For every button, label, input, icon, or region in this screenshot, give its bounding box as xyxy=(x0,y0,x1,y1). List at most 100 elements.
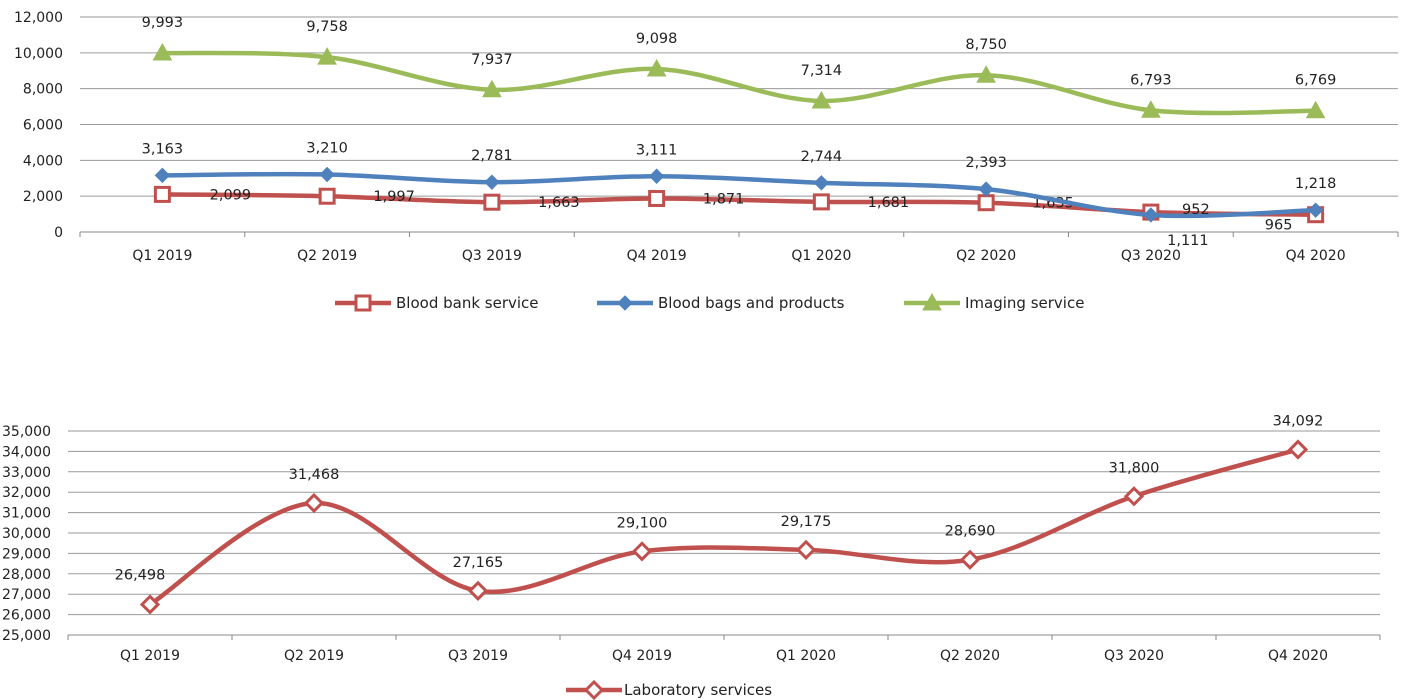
data-point xyxy=(1307,202,1324,218)
x-tick-label: Q1 2020 xyxy=(791,248,851,264)
data-label: 3,163 xyxy=(142,141,184,157)
data-point xyxy=(646,58,667,77)
y-tick-label: 8,000 xyxy=(23,82,63,98)
legend-label: Blood bags and products xyxy=(658,294,845,312)
data-label: 1,663 xyxy=(538,195,580,211)
data-point xyxy=(1143,207,1159,223)
data-point xyxy=(631,541,653,562)
chart-2: 25,000 26,000 27,000 28,000 29,000 30,000 31,0… xyxy=(2,414,1381,700)
y-tick-label: 31,000 xyxy=(2,506,51,522)
data-label: 1,111 xyxy=(1167,233,1209,249)
legend-label: Imaging service xyxy=(965,294,1084,312)
legend-item: Blood bags and products xyxy=(597,294,845,312)
data-label: 9,758 xyxy=(306,19,348,35)
data-label: 6,769 xyxy=(1295,73,1337,89)
x-tick-label: Q2 2020 xyxy=(956,248,1016,264)
y-tick-label: 27,000 xyxy=(2,587,51,603)
legend: Laboratory services xyxy=(566,679,772,700)
gridlines xyxy=(68,430,1380,636)
y-tick-label: 0 xyxy=(54,225,63,241)
data-label: 1,871 xyxy=(703,191,745,207)
legend-swatch-marker xyxy=(583,679,605,700)
x-tick-label: Q4 2019 xyxy=(612,648,672,664)
y-tick-label: 2,000 xyxy=(23,189,63,205)
data-point xyxy=(152,42,173,61)
y-tick-label: 30,000 xyxy=(2,526,51,542)
x-tick-label: Q4 2020 xyxy=(1268,648,1328,664)
data-label: 1,681 xyxy=(868,195,910,211)
data-label: 3,111 xyxy=(636,142,678,158)
data-label: 965 xyxy=(1265,218,1293,234)
data-label: 952 xyxy=(1182,202,1210,218)
x-tick-label: Q4 2019 xyxy=(627,248,687,264)
x-tick-label: Q3 2019 xyxy=(462,248,522,264)
data-point xyxy=(795,539,817,560)
data-label: 29,175 xyxy=(781,514,832,530)
data-label: 7,937 xyxy=(471,52,513,68)
data-label: 2,744 xyxy=(801,149,843,165)
legend-item: Blood bank service xyxy=(335,294,539,312)
data-label: 34,092 xyxy=(1273,414,1324,430)
data-label: 31,468 xyxy=(289,467,340,483)
data-point xyxy=(648,168,665,184)
y-tick-label: 33,000 xyxy=(2,465,51,481)
y-tick-label: 26,000 xyxy=(2,608,51,624)
data-point xyxy=(812,193,830,211)
y-tick-label: 12,000 xyxy=(14,10,63,26)
legend-swatch-marker xyxy=(922,292,942,311)
legend-item: Laboratory services xyxy=(566,679,772,700)
data-label: 31,800 xyxy=(1109,460,1160,476)
data-label: 7,314 xyxy=(801,63,843,79)
series-line xyxy=(160,50,1318,116)
y-tick-label: 35,000 xyxy=(2,424,51,440)
data-point xyxy=(483,193,501,211)
data-label: 8,750 xyxy=(965,37,1007,53)
data-point xyxy=(1287,439,1309,460)
data-point xyxy=(139,594,161,615)
x-tick-label: Q2 2019 xyxy=(284,648,344,664)
series-imaging-service: 9,993 9,758 7,937 9,098 7,314 8,750 6,793 6,769 xyxy=(142,15,1337,119)
data-point xyxy=(318,187,336,205)
data-label: 26,498 xyxy=(115,567,166,583)
series-line xyxy=(160,171,1318,219)
x-tick-label: Q3 2020 xyxy=(1121,248,1181,264)
data-point xyxy=(976,65,996,83)
data-point xyxy=(813,175,830,191)
data-point xyxy=(811,90,832,109)
data-point xyxy=(959,549,981,570)
x-tick-label: Q2 2020 xyxy=(940,648,1000,664)
data-label: 1,997 xyxy=(373,189,415,205)
y-tick-label: 6,000 xyxy=(23,118,63,134)
chart-1: 0 2,000 4,000 6,000 8,000 10,000 12,000 Q1 2019… xyxy=(14,10,1399,312)
data-point xyxy=(482,79,502,98)
legend-item: Imaging service xyxy=(904,292,1084,312)
legend: Blood bank service Blood bags and product… xyxy=(335,292,1084,312)
y-tick-label: 10,000 xyxy=(14,46,63,62)
legend-swatch-marker xyxy=(354,294,372,312)
data-label: 9,993 xyxy=(142,15,184,31)
data-label: 29,100 xyxy=(617,515,668,531)
data-label: 2,099 xyxy=(210,187,252,203)
data-point xyxy=(467,580,489,601)
data-label: 27,165 xyxy=(453,555,504,571)
data-point xyxy=(484,174,500,190)
y-tick-label: 4,000 xyxy=(23,153,63,169)
data-label: 1,218 xyxy=(1295,176,1337,192)
x-tick-label: Q4 2020 xyxy=(1286,248,1346,264)
data-point xyxy=(303,492,325,514)
x-tick-label: Q3 2020 xyxy=(1104,648,1164,664)
x-tick-label: Q1 2019 xyxy=(132,248,192,264)
x-tick-label: Q2 2019 xyxy=(297,248,357,264)
data-point xyxy=(154,167,171,184)
data-label: 3,210 xyxy=(306,140,348,156)
legend-label: Laboratory services xyxy=(624,681,772,699)
legend-label: Blood bank service xyxy=(396,294,539,312)
data-point xyxy=(1123,486,1145,507)
data-label: 9,098 xyxy=(636,31,678,47)
data-point xyxy=(153,185,171,203)
y-tick-label: 25,000 xyxy=(2,628,51,644)
data-point xyxy=(648,189,666,207)
x-tick-label: Q3 2019 xyxy=(448,648,508,664)
y-tick-label: 32,000 xyxy=(2,485,51,501)
